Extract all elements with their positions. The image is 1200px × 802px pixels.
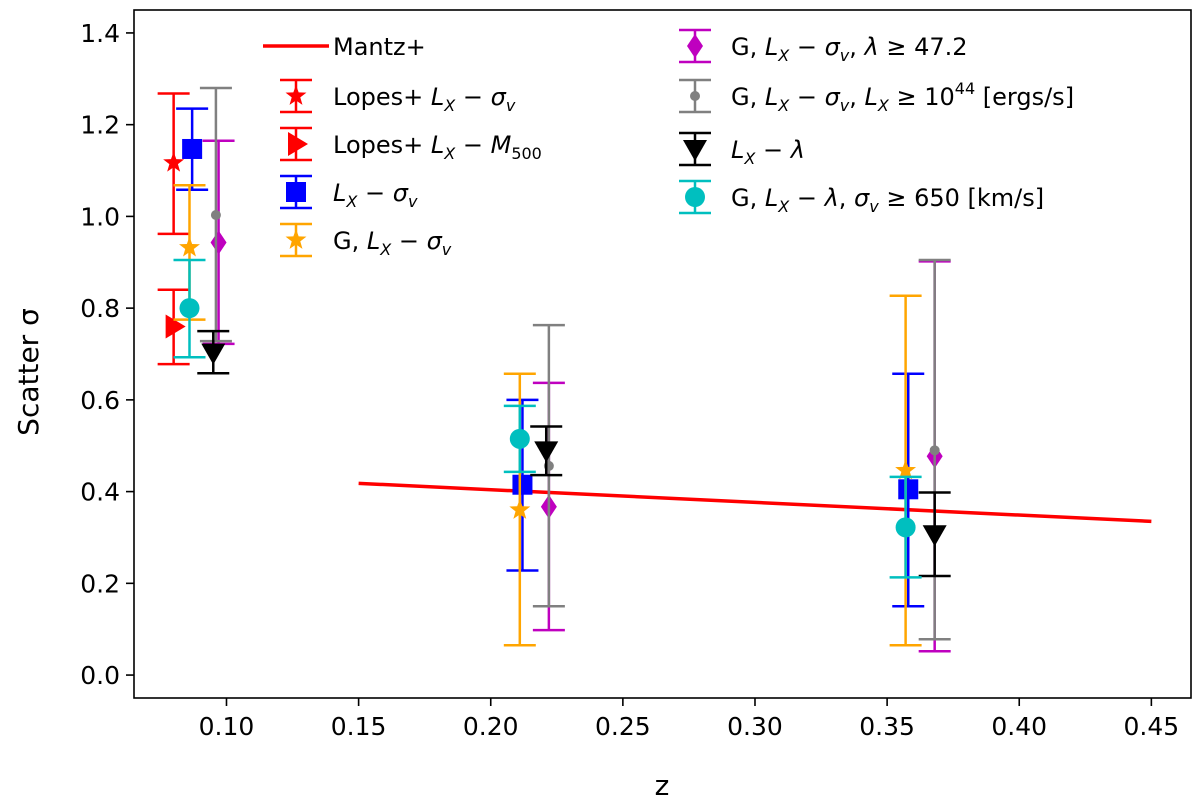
data-point: [210, 210, 221, 221]
legend-marker: [683, 140, 707, 161]
x-axis: 0.10 0.15 0.20 0.25 0.30 0.35 0.40 0.45: [199, 698, 1180, 741]
data-point: [512, 474, 533, 495]
legend-marker: [690, 91, 700, 101]
series-2: [176, 107, 925, 608]
legend-marker: [288, 132, 308, 156]
legend-handle: [280, 78, 312, 114]
x-tick-label: 0.35: [859, 712, 915, 741]
legend-marker: [286, 182, 306, 202]
x-tick-label: 0.20: [463, 712, 519, 741]
legend-handle: [280, 174, 312, 210]
x-tick-label: 0.40: [991, 712, 1047, 741]
data-point: [179, 298, 200, 319]
legend-marker: [685, 187, 705, 207]
x-tick-label: 0.25: [595, 712, 651, 741]
legend-marker: [285, 85, 307, 105]
plot-frame: [133, 9, 1192, 699]
x-tick-label: 0.30: [727, 712, 783, 741]
y-tick-label: 1.4: [80, 19, 120, 48]
data-point: [509, 428, 530, 449]
series-6: [197, 329, 951, 578]
y-tick-label: 1.2: [80, 111, 120, 140]
legend-handle: [280, 126, 312, 162]
data-point: [929, 445, 940, 456]
legend: Mantz+ Lopes+ LX − σv Lopes+ LX − M500 LX −…: [263, 28, 1074, 259]
series-5: [199, 86, 951, 641]
x-axis-label: z: [655, 769, 670, 802]
series-0: [157, 92, 190, 236]
legend-label: G, LX − σv: [333, 227, 452, 259]
data-point: [895, 459, 917, 480]
data-point: [210, 230, 227, 255]
y-tick-label: 0.4: [80, 478, 120, 507]
x-tick-label: 0.45: [1124, 712, 1180, 741]
mantz-line: [358, 481, 1152, 524]
legend-handle: [679, 78, 711, 114]
series-1: [157, 288, 190, 366]
data-point: [182, 138, 203, 159]
legend-label: G, LX − λ, σv ≥ 650 [km/s]: [731, 184, 1044, 216]
plot-area: [157, 86, 1152, 653]
y-tick-label: 1.0: [80, 202, 120, 231]
x-tick-label: 0.10: [199, 712, 255, 741]
data-point: [922, 525, 947, 547]
legend-label: LX − λ: [731, 136, 805, 168]
data-point: [165, 314, 186, 339]
data-point: [179, 236, 200, 257]
legend-handle: [679, 131, 711, 167]
legend-label: G, LX − σv, λ ≥ 47.2: [731, 33, 968, 65]
legend-label: LX − σv: [333, 179, 418, 211]
y-tick-label: 0.8: [80, 294, 120, 323]
data-point: [534, 441, 559, 463]
data-point: [509, 498, 531, 519]
legend-handle: [280, 222, 312, 258]
legend-label: G, LX − σv, LX ≥ 1044 [ergs/s]: [731, 79, 1074, 115]
legend-handle: [679, 28, 711, 64]
y-axis-label: Scatter σ: [12, 308, 45, 436]
legend-handle: [679, 179, 711, 215]
data-point: [201, 343, 226, 365]
legend-marker: [687, 34, 703, 58]
legend-label: Mantz+: [333, 33, 426, 61]
legend-label: Lopes+ LX − σv: [333, 83, 516, 115]
x-tick-label: 0.15: [331, 712, 387, 741]
y-axis: 0.0 0.2 0.4 0.6 0.8 1.0 1.2 1.4: [80, 19, 134, 690]
data-point: [898, 479, 919, 500]
legend-label: Lopes+ LX − M500: [333, 131, 542, 163]
y-tick-label: 0.0: [80, 661, 120, 690]
data-point: [163, 151, 185, 172]
data-point: [895, 517, 916, 538]
legend-marker: [285, 229, 307, 249]
y-tick-label: 0.6: [80, 386, 120, 415]
series-7: [173, 258, 922, 579]
y-tick-label: 0.2: [80, 569, 120, 598]
